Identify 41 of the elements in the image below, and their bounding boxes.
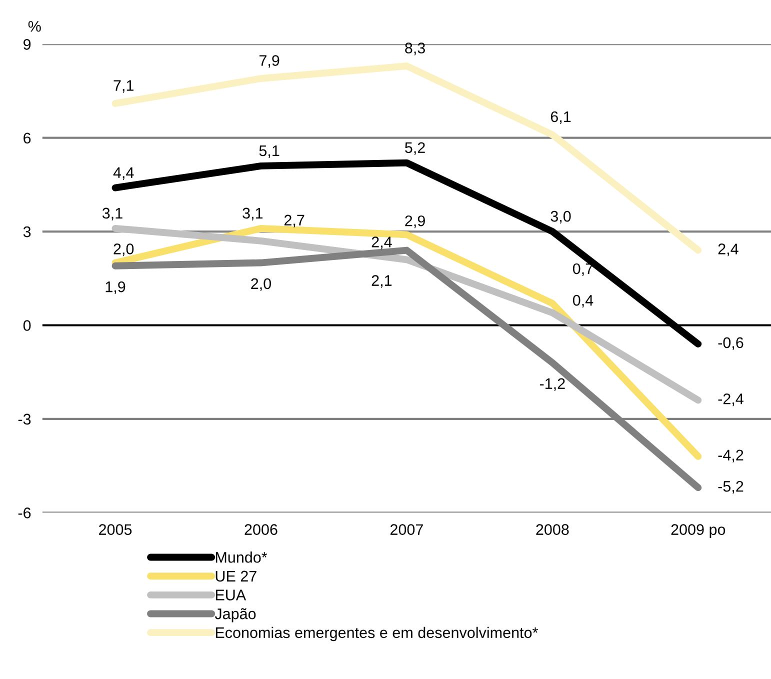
y-tick-label: 6 xyxy=(24,132,31,144)
data-label: 2,4 xyxy=(718,244,738,256)
data-label: 3,1 xyxy=(102,208,122,220)
y-axis-title: % xyxy=(28,20,41,32)
y-tick-label: -3 xyxy=(18,414,31,425)
y-tick-label: 3 xyxy=(23,226,31,238)
data-label: -4,2 xyxy=(718,450,744,462)
data-label: 3,0 xyxy=(550,210,571,224)
legend-label: UE 27 xyxy=(216,570,256,582)
data-label: 7,9 xyxy=(259,55,280,68)
data-label: -1,2 xyxy=(540,378,565,391)
data-label: 2,7 xyxy=(284,214,304,228)
legend-label: Mundo* xyxy=(216,552,268,563)
data-label: -5,2 xyxy=(718,480,744,494)
data-label: 2,0 xyxy=(251,278,272,291)
data-label: 4,4 xyxy=(113,167,134,180)
data-label: 3,1 xyxy=(242,208,263,220)
data-label: -2,4 xyxy=(718,393,744,406)
legend-label: Economias emergentes e em desenvolvimento* xyxy=(216,626,538,642)
data-label: 5,1 xyxy=(259,146,280,158)
x-tick-label: 2008 xyxy=(536,524,569,535)
x-tick-label: 2005 xyxy=(99,524,132,535)
legend-label: Japão xyxy=(214,608,256,622)
data-label: 2,9 xyxy=(405,215,425,228)
x-tick-label: 2006 xyxy=(244,524,278,535)
data-label: 2,4 xyxy=(372,236,392,250)
x-tick-label: 2007 xyxy=(390,524,423,535)
x-tick-label: 2009 po xyxy=(671,524,726,538)
y-tick-label: -6 xyxy=(18,508,31,518)
data-label: 7,1 xyxy=(114,80,134,93)
data-label: 2,1 xyxy=(372,275,392,288)
y-tick-label: 9 xyxy=(24,39,31,50)
data-label: 2,0 xyxy=(114,244,134,256)
data-label: 6,1 xyxy=(550,111,571,124)
data-label: 0,4 xyxy=(572,294,594,308)
y-tick-label: 0 xyxy=(23,320,31,331)
data-label: 1,9 xyxy=(106,281,126,294)
data-label: 8,3 xyxy=(405,42,425,56)
data-label: 5,2 xyxy=(405,142,425,155)
legend-label: EUA xyxy=(216,590,246,600)
data-label: -0,6 xyxy=(718,337,744,350)
